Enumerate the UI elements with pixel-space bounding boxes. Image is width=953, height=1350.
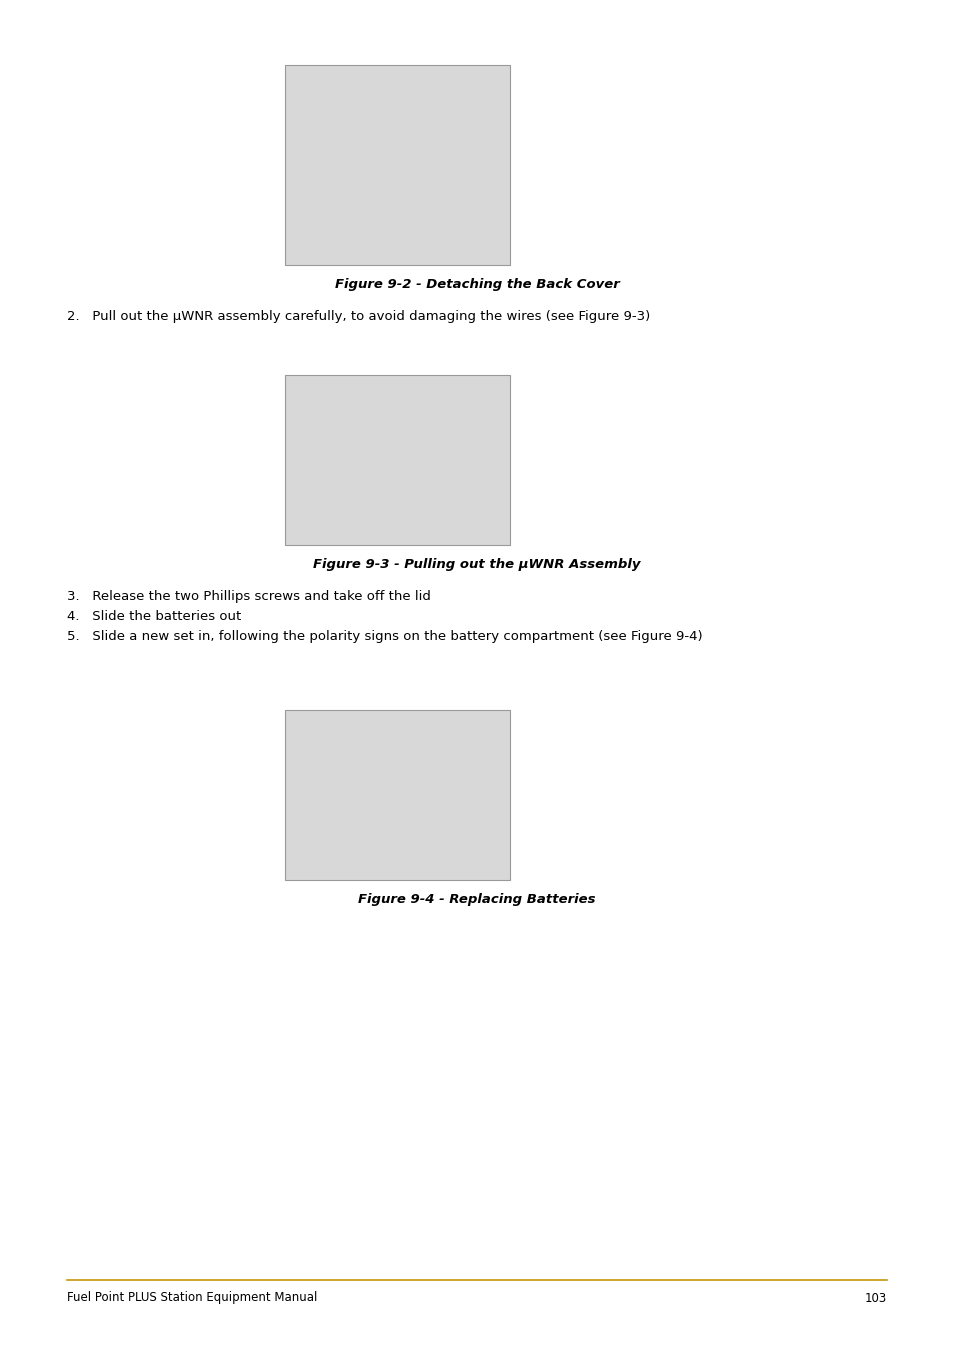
FancyBboxPatch shape <box>285 710 510 880</box>
Text: 3.   Release the two Phillips screws and take off the lid: 3. Release the two Phillips screws and t… <box>67 590 431 603</box>
Text: 5.   Slide a new set in, following the polarity signs on the battery compartment: 5. Slide a new set in, following the pol… <box>67 630 702 643</box>
Text: 103: 103 <box>863 1292 886 1304</box>
Text: Figure 9-4 - Replacing Batteries: Figure 9-4 - Replacing Batteries <box>358 892 595 906</box>
Text: Fuel Point PLUS Station Equipment Manual: Fuel Point PLUS Station Equipment Manual <box>67 1292 317 1304</box>
Text: Figure 9-2 - Detaching the Back Cover: Figure 9-2 - Detaching the Back Cover <box>335 278 618 292</box>
Text: 2.   Pull out the μWNR assembly carefully, to avoid damaging the wires (see Figu: 2. Pull out the μWNR assembly carefully,… <box>67 310 650 323</box>
FancyBboxPatch shape <box>285 375 510 545</box>
Text: 4.   Slide the batteries out: 4. Slide the batteries out <box>67 610 241 622</box>
Text: Figure 9-3 - Pulling out the μWNR Assembly: Figure 9-3 - Pulling out the μWNR Assemb… <box>313 558 640 571</box>
FancyBboxPatch shape <box>285 65 510 265</box>
